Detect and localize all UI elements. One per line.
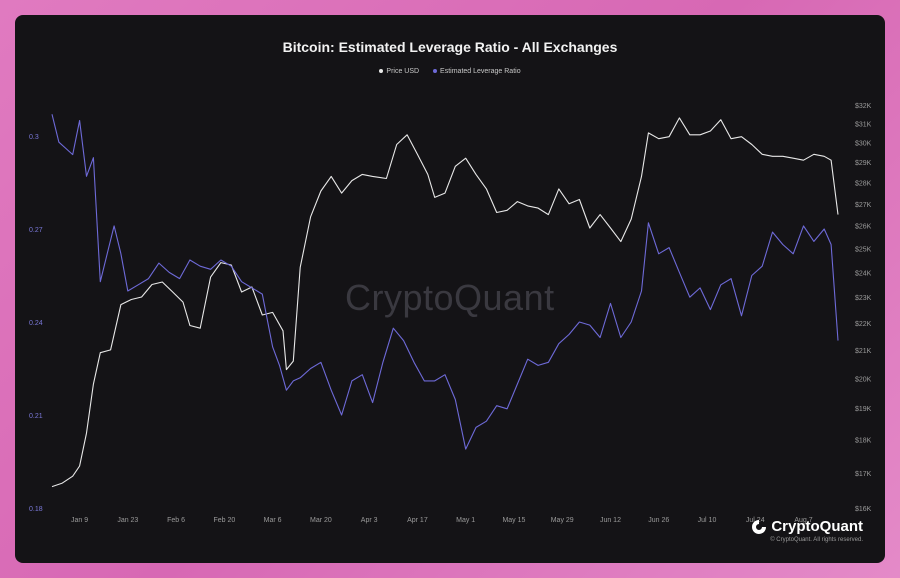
y-right-tick-label: $17K [855, 471, 872, 478]
x-tick-label: Apr 3 [361, 517, 378, 524]
legend-dot-price [379, 69, 384, 74]
y-right-tick-label: $32K [855, 103, 872, 110]
x-tick-label: May 1 [456, 517, 475, 524]
y-right-tick-label: $22K [855, 321, 872, 328]
x-tick-label: Mar 6 [264, 517, 282, 524]
chart-plot: Jan 9 Jan 23 Feb 6 Feb 20 Mar 6 Mar 20 Apr 3 Ap… [29, 103, 872, 524]
y-right-tick-label: $28K [855, 181, 872, 188]
y-right-tick-label: $27K [855, 202, 872, 209]
y-right-tick-label: $19K [855, 406, 872, 413]
y-right-tick-label: $18K [855, 438, 872, 445]
chart-card: Bitcoin: Estimated Leverage Ratio - All … [15, 15, 885, 563]
x-tick-label: Jul 10 [698, 517, 717, 524]
x-tick-label: Jun 26 [648, 517, 669, 524]
legend-label-price: Price USD [386, 68, 420, 75]
chart-legend: Price USD Estimated Leverage Ratio [15, 68, 885, 75]
x-tick-label: Feb 20 [213, 517, 235, 524]
legend-item-price[interactable]: Price USD [379, 68, 419, 75]
brand-block: CryptoQuant © CryptoQuant. All rights re… [751, 518, 863, 543]
y-left-tick-label: 0.27 [29, 227, 43, 234]
watermark: CryptoQuant [345, 277, 555, 318]
y-right-tick-label: $31K [855, 121, 872, 128]
y-right-tick-label: $23K [855, 295, 872, 302]
y-right-tick-label: $20K [855, 376, 872, 383]
x-tick-label: Feb 6 [167, 517, 185, 524]
y-left-tick-label: 0.18 [29, 506, 43, 513]
chart-title: Bitcoin: Estimated Leverage Ratio - All … [282, 39, 618, 55]
x-tick-label: Jan 9 [71, 517, 88, 524]
x-tick-label: May 29 [551, 517, 574, 524]
y-left-tick-label: 0.24 [29, 320, 43, 327]
legend-label-leverage: Estimated Leverage Ratio [440, 68, 521, 75]
y-left-tick-label: 0.3 [29, 134, 39, 141]
price-series-line [51, 117, 839, 488]
y-right-tick-label: $25K [855, 247, 872, 254]
x-tick-label: Apr 17 [407, 517, 428, 524]
y-right-tick-label: $29K [855, 160, 872, 167]
copyright-text: © CryptoQuant. All rights reserved. [770, 537, 863, 543]
y-right-tick-label: $21K [855, 348, 872, 355]
x-tick-label: Jul 24 [746, 517, 765, 524]
y-left-tick-label: 0.21 [29, 413, 43, 420]
cryptoquant-logo-icon [752, 519, 767, 534]
y-right-tick-label: $16K [855, 506, 872, 513]
y-right-tick-label: $26K [855, 224, 872, 231]
legend-item-leverage[interactable]: Estimated Leverage Ratio [433, 68, 521, 75]
legend-dot-leverage [433, 69, 438, 74]
brand-name: CryptoQuant [771, 518, 863, 535]
y-right-tick-label: $30K [855, 141, 872, 148]
x-tick-label: Jun 12 [600, 517, 621, 524]
x-tick-label: Jan 23 [117, 517, 138, 524]
x-tick-label: May 15 [502, 517, 525, 524]
x-tick-label: Mar 20 [310, 517, 332, 524]
y-right-tick-label: $24K [855, 270, 872, 277]
leverage-series-line [51, 114, 839, 450]
x-tick-label: Aug 7 [794, 517, 812, 524]
